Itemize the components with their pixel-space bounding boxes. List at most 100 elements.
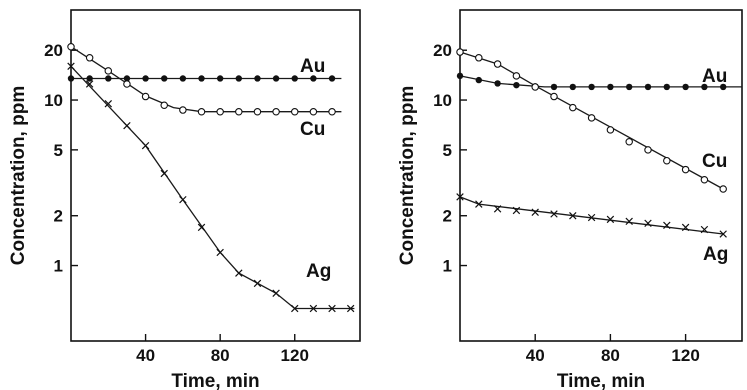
left-cu-point bbox=[67, 42, 75, 51]
right-au-point bbox=[456, 72, 464, 80]
left-au-point bbox=[254, 75, 261, 82]
right-ag-point bbox=[700, 225, 709, 234]
left-cu-point bbox=[104, 67, 113, 75]
right-ag-point bbox=[625, 217, 633, 226]
right-y-tick-label: 1 bbox=[443, 257, 452, 276]
left-ag-point bbox=[160, 169, 168, 178]
left-x-tick-label: 80 bbox=[211, 346, 230, 365]
right-au-point bbox=[513, 81, 520, 89]
right-au-point bbox=[494, 80, 501, 87]
right-au-point bbox=[569, 83, 576, 91]
left-cu-point bbox=[272, 107, 280, 116]
right-ag-label: Ag bbox=[703, 244, 728, 265]
left-cu-point bbox=[141, 92, 150, 101]
left-au-point bbox=[86, 75, 93, 82]
left-y-axis-label: Concentration, ppm bbox=[8, 86, 29, 265]
left-cu-point bbox=[179, 106, 187, 114]
right-ag-point bbox=[681, 223, 690, 232]
left-y-tick-label: 10 bbox=[44, 91, 63, 110]
left-ag-point bbox=[253, 279, 262, 288]
right-au-point bbox=[682, 83, 689, 91]
right-y-tick-label: 5 bbox=[443, 141, 452, 160]
left-y-tick-label: 20 bbox=[44, 41, 63, 60]
left-ag-point bbox=[309, 304, 318, 313]
right-cu-point bbox=[663, 156, 671, 165]
right-au-point bbox=[550, 83, 558, 91]
left-au-point bbox=[67, 75, 75, 82]
right-cu-point bbox=[681, 165, 690, 174]
left-au-point bbox=[123, 75, 131, 82]
right-ag-point bbox=[531, 208, 539, 216]
right-cu-point bbox=[493, 60, 502, 68]
left-cu-point bbox=[160, 101, 168, 110]
right-ag-line bbox=[459, 196, 724, 235]
left-au-point bbox=[235, 75, 243, 82]
right-x-axis-label: Time, min bbox=[557, 371, 645, 390]
left-y-tick-label: 2 bbox=[54, 207, 63, 226]
left-ag-point bbox=[67, 62, 75, 70]
right-ag-point bbox=[512, 206, 521, 215]
right-series-ag: Ag bbox=[456, 193, 728, 265]
left-series-au: Au bbox=[67, 56, 342, 82]
left-x-tick-label: 40 bbox=[136, 346, 155, 365]
right-au-label: Au bbox=[702, 66, 727, 87]
left-cu-point bbox=[197, 107, 206, 116]
right-au-point bbox=[644, 83, 652, 91]
left-ag-point bbox=[272, 289, 280, 297]
left-y-tick-label: 1 bbox=[54, 257, 63, 276]
right-cu-point bbox=[644, 146, 652, 154]
left-cu-label: Cu bbox=[300, 119, 325, 140]
left-au-label: Au bbox=[300, 56, 325, 77]
right-cu-point bbox=[550, 92, 558, 101]
right-y-tick-label: 20 bbox=[433, 41, 452, 60]
right-au-point bbox=[720, 83, 727, 91]
right-ag-point bbox=[456, 193, 464, 201]
left-ag-point bbox=[197, 223, 206, 232]
right-au-point bbox=[663, 83, 670, 91]
left-au-point bbox=[161, 75, 168, 82]
left-au-point bbox=[328, 75, 336, 82]
right-au-point bbox=[607, 83, 614, 91]
right-ag-point bbox=[493, 205, 502, 213]
left-ag-point bbox=[328, 304, 336, 313]
left-y-tick-label: 5 bbox=[54, 141, 63, 160]
left-ag-point bbox=[235, 269, 243, 277]
right-cu-point bbox=[719, 185, 727, 193]
left-plot-frame bbox=[70, 9, 361, 342]
left-cu-line bbox=[70, 46, 342, 113]
left-au-point bbox=[272, 75, 280, 82]
right-plot-frame bbox=[459, 9, 743, 342]
right-y-tick-label: 10 bbox=[433, 91, 452, 110]
left-cu-point bbox=[309, 107, 318, 116]
right-y-tick-label: 2 bbox=[443, 207, 452, 226]
left-x-axis-label: Time, min bbox=[171, 371, 259, 390]
right-ag-point bbox=[644, 219, 652, 228]
right-cu-label: Cu bbox=[702, 151, 727, 172]
left-cu-point bbox=[123, 80, 131, 88]
left-chart: 40 80 120 1 2 5 10 20 Time, min Concentration, pp… bbox=[8, 9, 361, 390]
right-ag-point bbox=[550, 210, 558, 218]
left-ag-point bbox=[291, 304, 299, 313]
left-cu-point bbox=[328, 107, 336, 116]
left-cu-point bbox=[290, 107, 299, 116]
right-au-point bbox=[475, 76, 482, 84]
left-ag-point bbox=[141, 141, 150, 150]
left-ag-point bbox=[85, 80, 94, 88]
right-ag-point bbox=[587, 213, 596, 222]
right-y-axis-label: Concentration, ppm bbox=[397, 86, 418, 265]
left-au-point bbox=[291, 75, 298, 82]
right-cu-point bbox=[587, 114, 596, 122]
right-series-cu: Cu bbox=[456, 48, 727, 193]
left-au-point bbox=[179, 75, 187, 82]
right-au-point bbox=[588, 83, 595, 91]
left-au-point bbox=[310, 75, 317, 82]
right-cu-point bbox=[569, 103, 577, 112]
left-cu-point bbox=[235, 107, 243, 116]
right-cu-point bbox=[456, 48, 464, 56]
left-cu-point bbox=[85, 54, 94, 62]
left-au-point bbox=[142, 75, 149, 82]
right-au-point bbox=[626, 83, 633, 91]
left-ag-point bbox=[123, 121, 131, 130]
left-au-point bbox=[105, 75, 112, 82]
left-cu-point bbox=[253, 107, 262, 116]
